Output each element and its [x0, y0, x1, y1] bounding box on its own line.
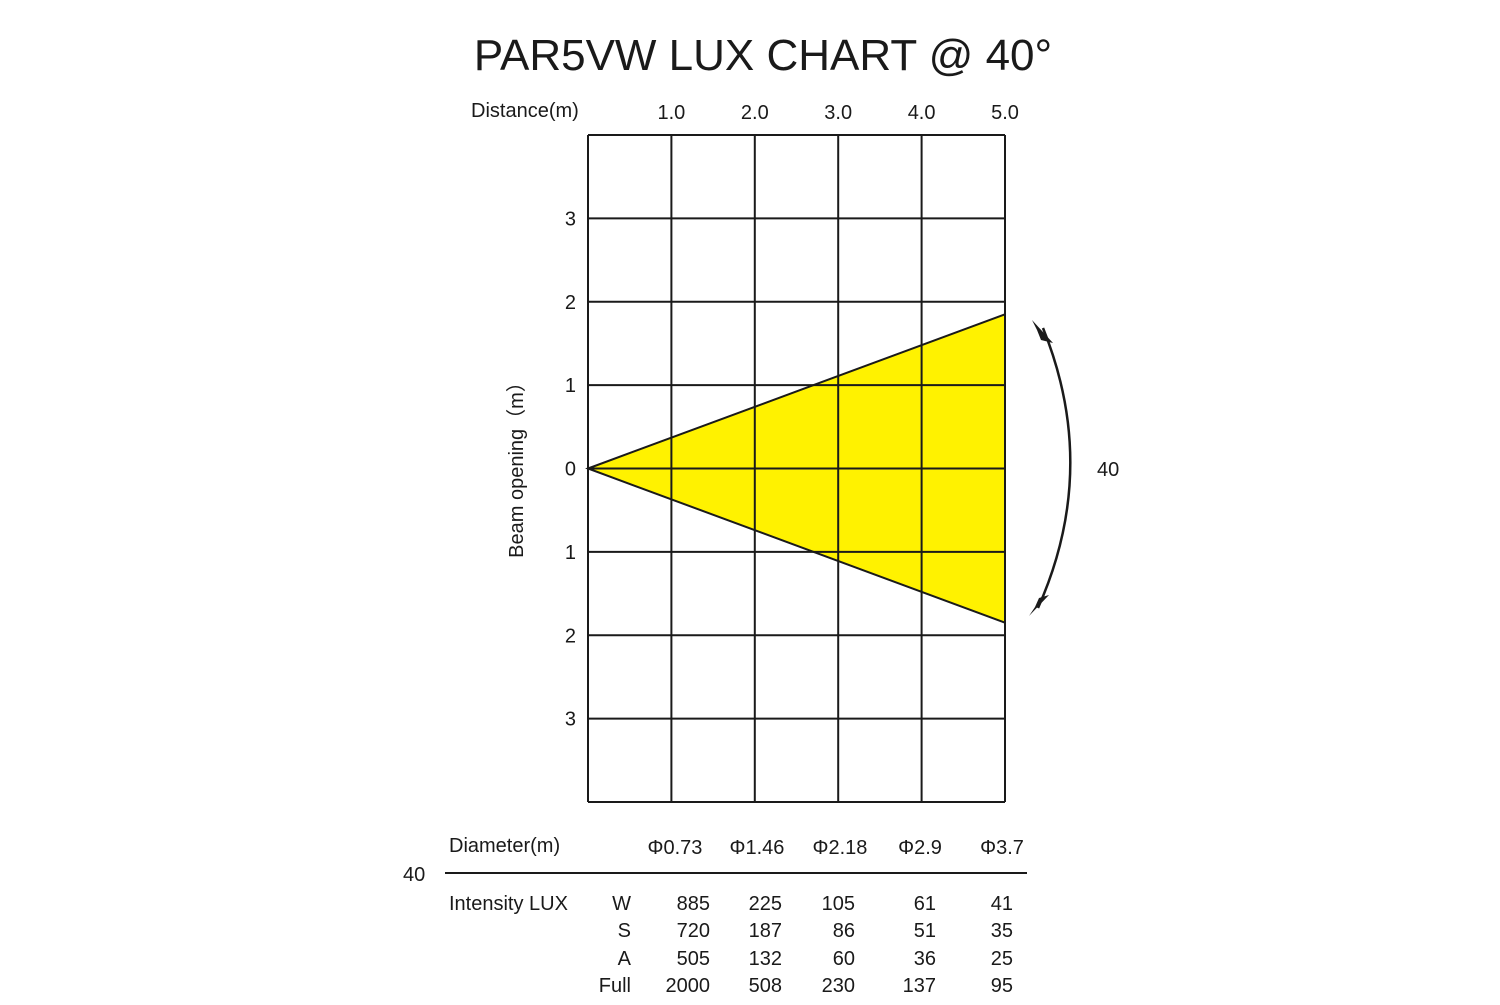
x-tick-label: 2.0 [741, 102, 769, 124]
y-axis-label: Beam opening（m） [505, 372, 528, 558]
diameter-value: Φ2.18 [813, 837, 868, 859]
intensity-value: 95 [991, 975, 1013, 997]
intensity-value: 41 [991, 893, 1013, 915]
intensity-value: 35 [991, 920, 1013, 942]
beam-angle-arrow [1029, 320, 1072, 616]
intensity-value: 51 [914, 920, 936, 942]
y-tick-label: 2 [565, 625, 576, 647]
table-angle-label: 40 [403, 864, 425, 886]
intensity-value: 720 [677, 920, 710, 942]
y-tick-label: 3 [565, 208, 576, 230]
intensity-value: 61 [914, 893, 936, 915]
intensity-value: 132 [749, 948, 782, 970]
intensity-label: Intensity LUX [449, 893, 568, 915]
intensity-value: 86 [833, 920, 855, 942]
intensity-value: 60 [833, 948, 855, 970]
x-axis-label: Distance(m) [471, 100, 579, 122]
intensity-value: 187 [749, 920, 782, 942]
intensity-value: 25 [991, 948, 1013, 970]
chart-title: PAR5VW LUX CHART @ 40° [474, 31, 1052, 80]
x-tick-label: 4.0 [908, 102, 936, 124]
diameter-value: Φ1.46 [730, 837, 785, 859]
x-tick-label: 1.0 [657, 102, 685, 124]
y-tick-label: 1 [565, 542, 576, 564]
intensity-value: 2000 [666, 975, 711, 997]
y-tick-label: 0 [565, 459, 576, 481]
diameter-value: Φ2.9 [898, 837, 942, 859]
intensity-value: 137 [903, 975, 936, 997]
y-tick-label: 2 [565, 292, 576, 314]
intensity-value: 508 [749, 975, 782, 997]
intensity-row-label: Full [599, 975, 631, 997]
intensity-row-label: A [618, 948, 632, 970]
beam-angle-label: 40 [1097, 459, 1119, 481]
intensity-value: 225 [749, 893, 782, 915]
intensity-value: 105 [822, 893, 855, 915]
diameter-value: Φ3.7 [980, 837, 1024, 859]
intensity-value: 505 [677, 948, 710, 970]
intensity-row-label: S [618, 920, 631, 942]
intensity-row-label: W [612, 893, 631, 915]
y-tick-label: 1 [565, 375, 576, 397]
diameter-value: Φ0.73 [648, 837, 703, 859]
x-tick-label: 5.0 [991, 102, 1019, 124]
intensity-value: 230 [822, 975, 855, 997]
intensity-value: 885 [677, 893, 710, 915]
intensity-value: 36 [914, 948, 936, 970]
x-tick-label: 3.0 [824, 102, 852, 124]
diameter-label: Diameter(m) [449, 835, 560, 857]
y-tick-label: 3 [565, 709, 576, 731]
